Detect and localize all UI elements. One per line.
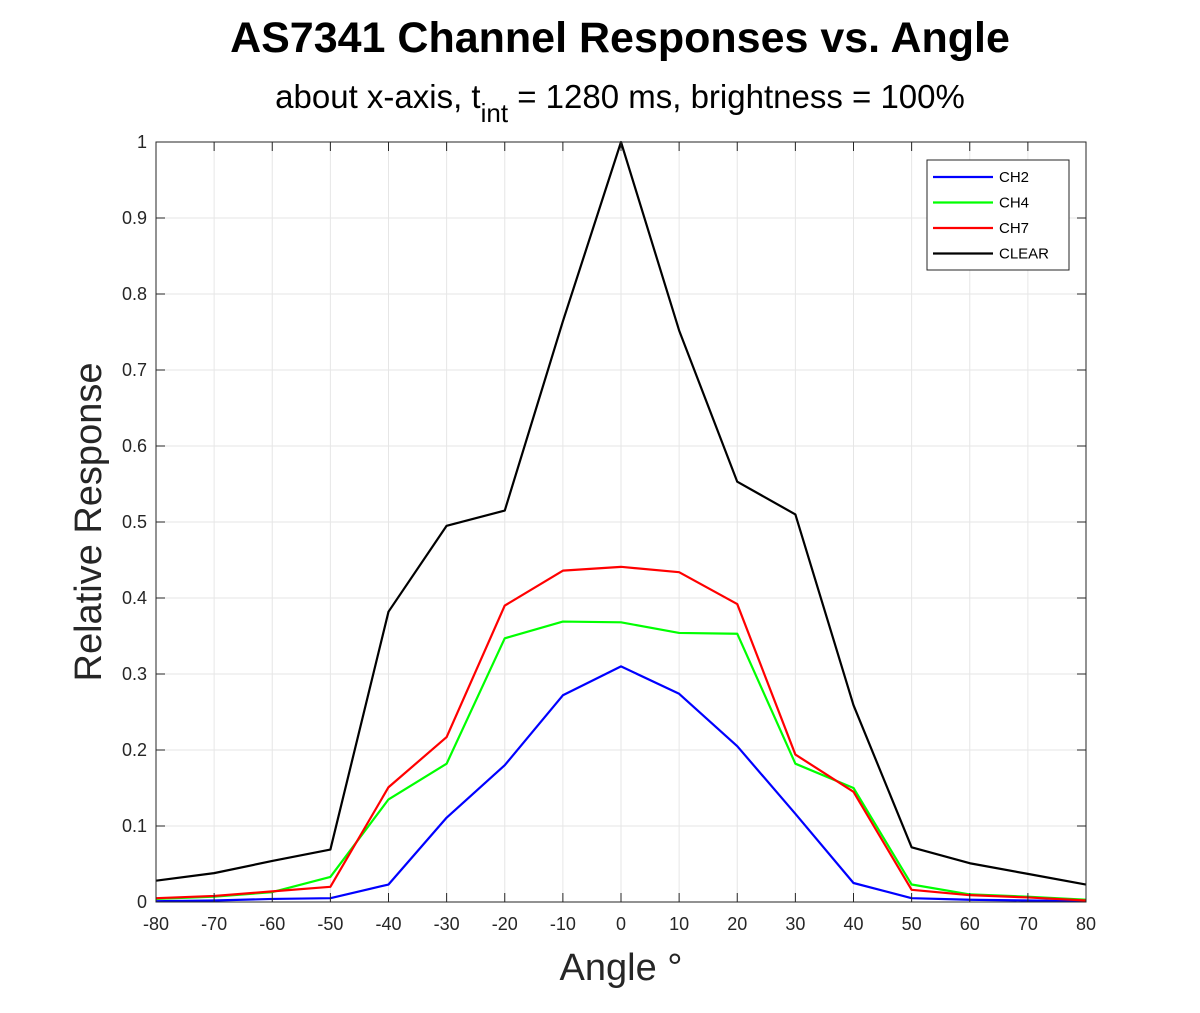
x-tick-label: 30 — [785, 914, 805, 934]
y-axis-label: Relative Response — [68, 363, 110, 682]
x-axis-label: Angle ° — [560, 947, 683, 989]
series-line-ch7 — [155, 565, 1087, 902]
chart-title: AS7341 Channel Responses vs. Angle — [230, 14, 1010, 62]
chart-subtitle: about x-axis, tint = 1280 ms, brightness… — [0, 78, 1200, 129]
subtitle-subscript: int — [480, 98, 509, 128]
y-tick-label: 0 — [137, 892, 147, 912]
x-tick-label: 10 — [669, 914, 689, 934]
x-tick-label: -50 — [317, 914, 343, 934]
legend-label-ch4: CH4 — [999, 195, 1029, 212]
tick-layer: -80 -70 -60 -50 -40 -30 -20 -10 0 10 20 30 40 50 60 70 8… — [122, 132, 1096, 934]
x-tick-label: 50 — [902, 914, 922, 934]
legend: CH2 CH4 CH7 CLEAR — [926, 159, 1070, 271]
y-tick-label: 0.2 — [122, 740, 147, 760]
y-tick-label: 0.5 — [122, 512, 147, 532]
x-tick-label: -30 — [434, 914, 460, 934]
legend-label-ch7: CH7 — [999, 220, 1029, 237]
legend-box — [926, 159, 1070, 271]
series-line-ch4 — [155, 620, 1087, 901]
x-tick-label: 80 — [1076, 914, 1096, 934]
x-tick-label: 70 — [1018, 914, 1038, 934]
y-tick-label: 1 — [137, 132, 147, 152]
subtitle-prefix: about x-axis, t — [275, 78, 481, 115]
series-line-ch2 — [155, 665, 1087, 903]
x-tick-label: -60 — [259, 914, 285, 934]
subtitle-suffix: = 1280 ms, brightness = 100% — [508, 78, 965, 115]
x-tick-label: -70 — [201, 914, 227, 934]
y-tick-label: 0.1 — [122, 816, 147, 836]
x-tick-label: 20 — [727, 914, 747, 934]
legend-label-clear: CLEAR — [999, 246, 1049, 263]
y-tick-label: 0.3 — [122, 664, 147, 684]
y-tick-label: 0.9 — [122, 208, 147, 228]
y-tick-label: 0.8 — [122, 284, 147, 304]
legend-label-ch2: CH2 — [999, 169, 1029, 186]
y-tick-label: 0.6 — [122, 436, 147, 456]
x-tick-label: -40 — [375, 914, 401, 934]
x-tick-label: -20 — [492, 914, 518, 934]
x-tick-label: 60 — [960, 914, 980, 934]
y-tick-label: 0.4 — [122, 588, 147, 608]
x-tick-label: -80 — [143, 914, 169, 934]
x-tick-label: 40 — [843, 914, 863, 934]
y-tick-label: 0.7 — [122, 360, 147, 380]
x-tick-label: 0 — [616, 914, 626, 934]
x-tick-label: -10 — [550, 914, 576, 934]
